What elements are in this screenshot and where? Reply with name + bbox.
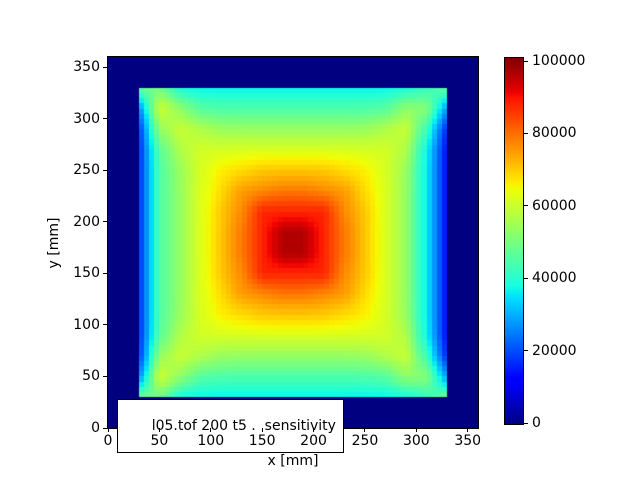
x-tick-mark — [313, 428, 315, 432]
y-tick-mark — [103, 324, 107, 326]
colorbar-tick-mark — [523, 277, 528, 279]
x-axis-label: x [mm] — [267, 453, 319, 469]
x-tick-label: 0 — [103, 433, 113, 449]
colorbar-tick-label: 80000 — [532, 125, 577, 142]
colorbar-tick-label: 20000 — [532, 342, 577, 359]
y-tick-label: 0 — [91, 420, 100, 436]
colorbar — [504, 57, 524, 425]
y-tick-label: 200 — [73, 213, 100, 230]
x-tick-mark — [261, 428, 263, 432]
y-tick-label: 100 — [73, 316, 100, 333]
y-tick-label: 300 — [73, 110, 100, 127]
colorbar-tick-label: 60000 — [532, 197, 577, 214]
x-tick-mark — [158, 428, 160, 432]
x-tick-label: 300 — [402, 433, 430, 449]
x-tick-label: 250 — [351, 433, 379, 449]
y-tick-label: 150 — [73, 265, 100, 282]
x-tick-label: 50 — [150, 433, 169, 449]
colorbar-tick-mark — [523, 422, 528, 424]
x-tick-mark — [364, 428, 366, 432]
x-tick-label: 350 — [454, 433, 482, 449]
colorbar-tick-label: 0 — [532, 415, 541, 431]
y-tick-label: 350 — [73, 59, 100, 76]
y-tick-mark — [103, 221, 107, 223]
annotation-text: l05.tof 200 t5 . sensitivity — [151, 418, 336, 434]
heatmap-canvas — [108, 57, 478, 428]
x-tick-label: 100 — [197, 433, 225, 449]
colorbar-tick-mark — [523, 132, 528, 134]
x-tick-mark — [415, 428, 417, 432]
x-tick-label: 150 — [248, 433, 276, 449]
y-tick-mark — [103, 375, 107, 377]
y-tick-label: 50 — [82, 368, 100, 385]
colorbar-tick-label: 100000 — [532, 53, 586, 69]
y-tick-mark — [103, 169, 107, 171]
x-tick-mark — [467, 428, 469, 432]
x-tick-label: 200 — [300, 433, 327, 449]
annotation-box: l05.tof 200 t5 . sensitivity — [117, 399, 344, 453]
colorbar-gradient — [505, 58, 523, 424]
x-tick-mark — [107, 428, 109, 432]
colorbar-tick-mark — [523, 205, 528, 207]
plot-area: l05.tof 200 t5 . sensitivity — [107, 56, 479, 453]
y-tick-mark — [103, 66, 107, 68]
colorbar-tick-mark — [523, 60, 528, 62]
x-tick-mark — [210, 428, 212, 432]
y-tick-mark — [103, 272, 107, 274]
y-tick-label: 250 — [73, 162, 100, 179]
colorbar-tick-label: 40000 — [532, 270, 577, 287]
y-tick-mark — [103, 427, 107, 429]
colorbar-tick-mark — [523, 350, 528, 352]
y-tick-mark — [103, 118, 107, 120]
